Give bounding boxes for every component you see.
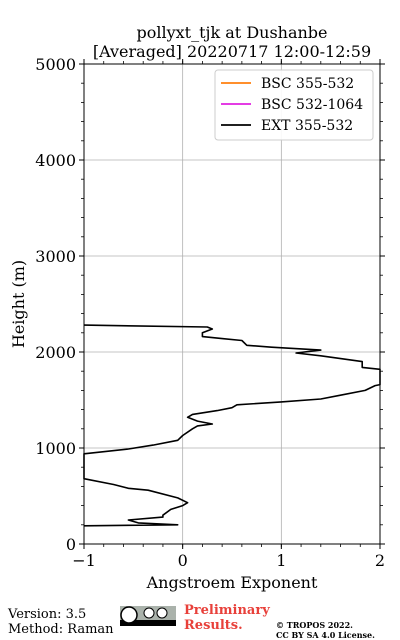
preliminary-line2: Results. bbox=[184, 618, 243, 633]
x-tick-label: 1 bbox=[276, 551, 286, 570]
version-text: Version: 3.5 bbox=[8, 607, 87, 622]
x-tick-label: −1 bbox=[72, 551, 96, 570]
series-line-2 bbox=[83, 324, 381, 527]
copyright-line2: CC BY SA 4.0 License. bbox=[276, 630, 375, 640]
y-tick-label: 5000 bbox=[35, 55, 76, 74]
plot-frame bbox=[83, 63, 381, 545]
y-tick-label: 0 bbox=[66, 535, 76, 554]
method-text: Method: Raman bbox=[8, 622, 114, 637]
chart-title: pollyxt_tjk at Dushanbe bbox=[136, 23, 327, 42]
y-tick-label: 4000 bbox=[35, 151, 76, 170]
x-tick-label: 0 bbox=[178, 551, 188, 570]
copyright-line1: © TROPOS 2022. bbox=[276, 620, 353, 630]
legend-label-0: BSC 355-532 bbox=[261, 76, 354, 92]
y-tick-label: 2000 bbox=[35, 343, 76, 362]
cc-by-sa-logo-icon bbox=[120, 606, 176, 626]
y-tick-label: 3000 bbox=[35, 247, 76, 266]
preliminary-line1: Preliminary bbox=[184, 603, 270, 618]
legend-label-2: EXT 355-532 bbox=[261, 118, 353, 134]
y-tick-label: 1000 bbox=[35, 439, 76, 458]
x-tick-label: 2 bbox=[375, 551, 385, 570]
legend-label-1: BSC 532-1064 bbox=[261, 97, 363, 113]
series-layer bbox=[83, 324, 381, 527]
legend: BSC 355-532 BSC 532-1064 EXT 355-532 bbox=[214, 69, 374, 141]
legend-box bbox=[214, 69, 374, 141]
chart-subtitle: [Averaged] 20220717 12:00-12:59 bbox=[93, 42, 371, 61]
copyright-note: © TROPOS 2022. CC BY SA 4.0 License. bbox=[276, 620, 375, 640]
x-axis-label: Angstroem Exponent bbox=[146, 573, 318, 592]
preliminary-note: Preliminary Results. bbox=[184, 603, 270, 633]
y-axis-label: Height (m) bbox=[9, 260, 28, 348]
